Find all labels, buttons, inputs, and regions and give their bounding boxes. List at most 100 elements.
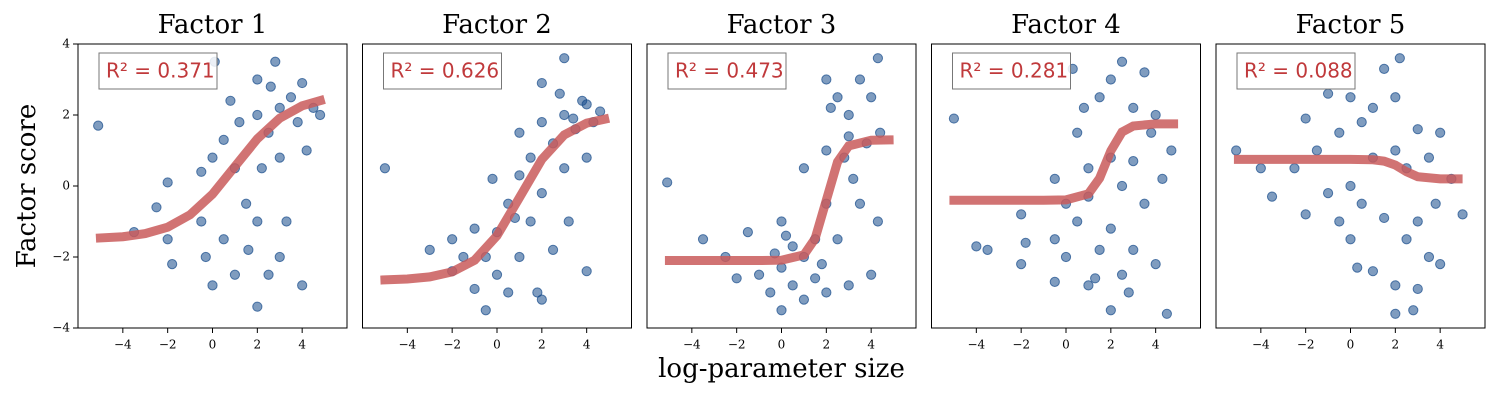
x-tick-label: 0 bbox=[1062, 338, 1070, 352]
point bbox=[241, 198, 252, 209]
point bbox=[1408, 305, 1419, 316]
point bbox=[218, 134, 229, 145]
point bbox=[1390, 145, 1401, 156]
point bbox=[1105, 74, 1116, 85]
point bbox=[196, 166, 207, 177]
point bbox=[1049, 173, 1060, 184]
point bbox=[1123, 287, 1134, 298]
point bbox=[982, 244, 993, 255]
x-tick-label: −4 bbox=[967, 338, 985, 352]
point bbox=[1072, 216, 1083, 227]
x-tick-label: 0 bbox=[493, 338, 501, 352]
point bbox=[1266, 191, 1278, 202]
y-tick-label: 4 bbox=[62, 37, 70, 51]
point bbox=[207, 280, 218, 291]
point bbox=[810, 273, 821, 284]
point bbox=[1356, 198, 1367, 209]
point bbox=[1412, 124, 1423, 135]
annotation-box bbox=[98, 52, 218, 90]
fit-line bbox=[664, 135, 894, 266]
point bbox=[780, 230, 792, 241]
point bbox=[825, 102, 836, 114]
point bbox=[563, 216, 574, 227]
point bbox=[1390, 280, 1401, 291]
point bbox=[1049, 276, 1060, 287]
point bbox=[1401, 234, 1412, 245]
point bbox=[1128, 102, 1139, 114]
point bbox=[234, 117, 245, 128]
panel-title: Factor 4 bbox=[1011, 10, 1121, 40]
point bbox=[1345, 92, 1356, 103]
annotation: R² = 0.088 bbox=[1244, 59, 1353, 83]
fit-line bbox=[949, 119, 1179, 205]
point bbox=[1379, 63, 1390, 74]
panel-title: Factor 1 bbox=[158, 10, 268, 40]
annotation: R² = 0.626 bbox=[391, 59, 500, 83]
point bbox=[514, 251, 525, 263]
annotation: R² = 0.371 bbox=[106, 59, 215, 83]
point bbox=[843, 109, 854, 121]
point bbox=[765, 287, 776, 298]
point bbox=[162, 177, 173, 188]
point bbox=[491, 269, 503, 280]
point bbox=[731, 273, 742, 284]
point bbox=[1345, 234, 1356, 245]
point bbox=[821, 74, 832, 85]
point bbox=[595, 106, 606, 117]
point bbox=[252, 216, 263, 227]
point bbox=[554, 88, 565, 99]
point bbox=[581, 266, 592, 277]
x-tick-label: −4 bbox=[398, 338, 416, 352]
point bbox=[536, 188, 547, 199]
x-tick-label: −2 bbox=[1297, 338, 1315, 352]
x-tick-label: −4 bbox=[114, 338, 132, 352]
annotation-box bbox=[667, 52, 787, 90]
point bbox=[816, 259, 827, 270]
point bbox=[1289, 163, 1300, 174]
point bbox=[787, 241, 798, 252]
plot-area bbox=[948, 56, 1179, 319]
point bbox=[424, 244, 435, 255]
point bbox=[1116, 180, 1128, 192]
x-tick-label: 2 bbox=[1107, 338, 1115, 352]
point bbox=[514, 127, 525, 138]
x-tick-label: 2 bbox=[254, 338, 262, 352]
panel: Factor 4 −4 −2 0 2 4 R² = 0.281 bbox=[931, 10, 1201, 352]
y-tick-label: −2 bbox=[52, 250, 70, 264]
fit-line bbox=[95, 95, 326, 243]
point bbox=[151, 202, 162, 213]
point bbox=[1105, 223, 1116, 234]
point bbox=[1083, 163, 1094, 174]
point bbox=[854, 74, 866, 85]
x-tick-label: −2 bbox=[728, 338, 746, 352]
point bbox=[821, 145, 832, 156]
point bbox=[525, 152, 536, 163]
point bbox=[1390, 92, 1401, 103]
point bbox=[1423, 152, 1435, 163]
point bbox=[1300, 113, 1311, 124]
panel: Factor 2 −4 −2 0 2 4 R² = 0.626 bbox=[362, 10, 632, 352]
point bbox=[480, 305, 491, 316]
point bbox=[1322, 188, 1334, 199]
point bbox=[274, 102, 285, 114]
point bbox=[1300, 209, 1311, 220]
plot-area bbox=[379, 53, 611, 316]
point bbox=[866, 92, 877, 103]
point bbox=[1352, 262, 1363, 273]
point bbox=[207, 152, 218, 163]
point bbox=[1094, 92, 1105, 103]
point bbox=[1128, 244, 1139, 255]
x-tick-label: 4 bbox=[1436, 338, 1444, 352]
point bbox=[297, 280, 308, 291]
x-tick-label: 2 bbox=[1392, 338, 1400, 352]
point bbox=[1311, 145, 1322, 156]
annotation: R² = 0.281 bbox=[960, 59, 1069, 83]
point bbox=[1367, 266, 1379, 277]
point bbox=[1016, 259, 1027, 270]
point bbox=[1423, 251, 1435, 263]
point bbox=[270, 56, 281, 67]
point bbox=[1078, 102, 1090, 114]
point bbox=[263, 269, 274, 280]
panel-title: Factor 2 bbox=[442, 10, 552, 40]
point bbox=[229, 269, 241, 280]
